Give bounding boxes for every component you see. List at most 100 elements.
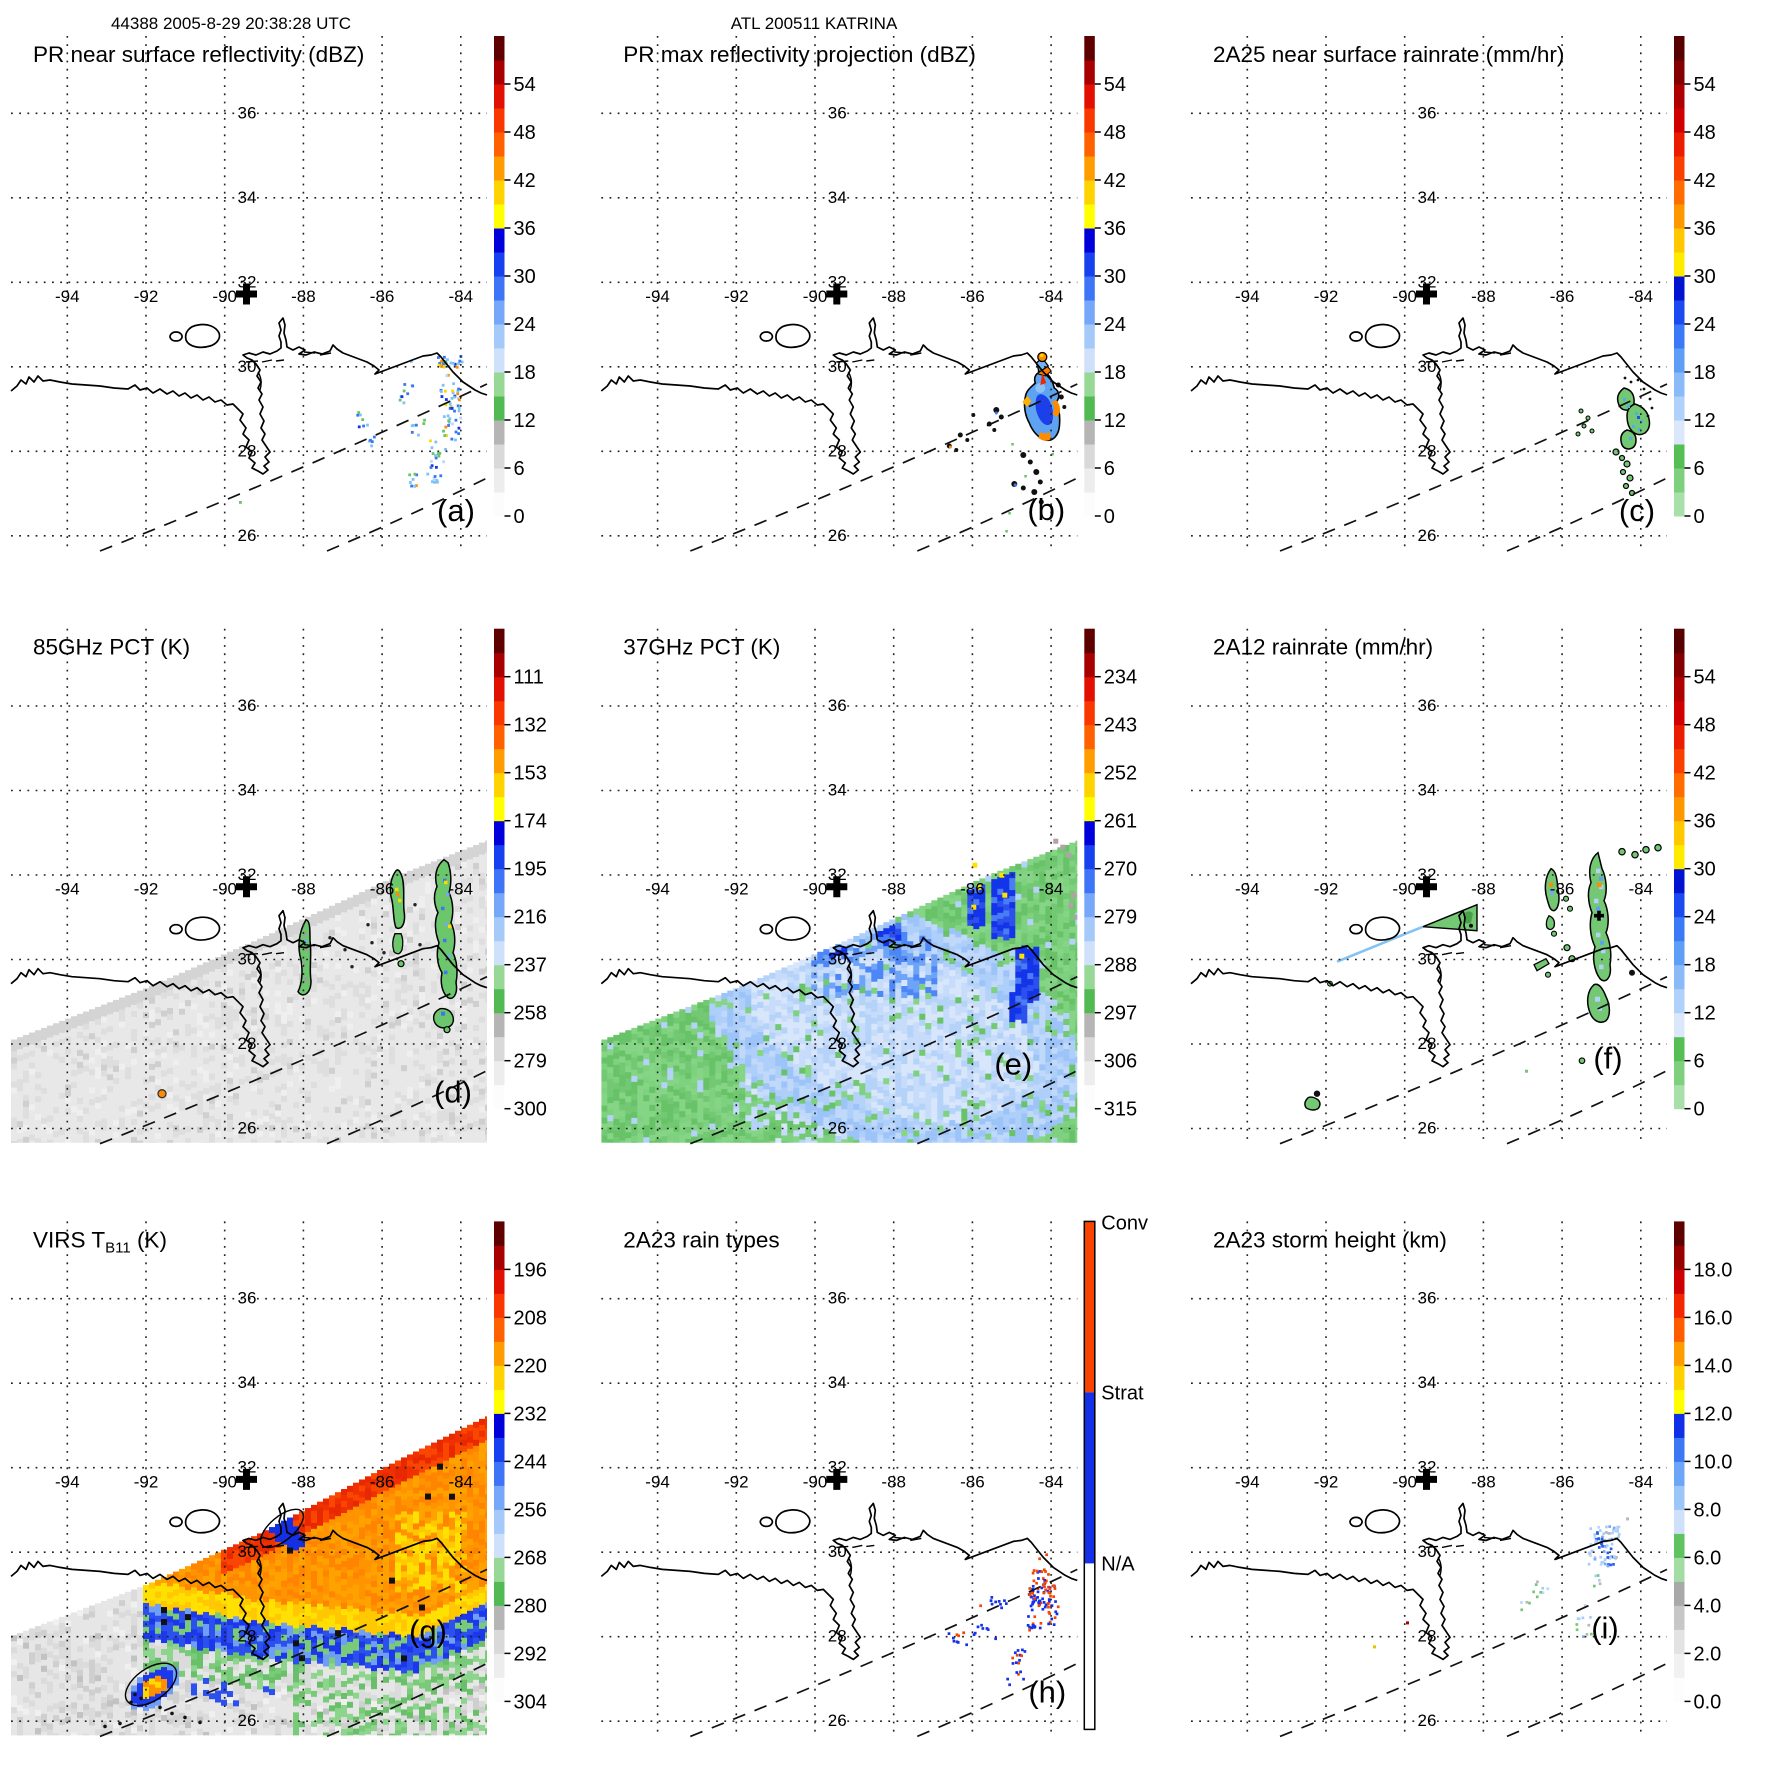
lon-label: -94 bbox=[645, 287, 670, 306]
lon-label: -92 bbox=[134, 287, 159, 306]
lat-label: 32 bbox=[828, 272, 847, 291]
lat-label: 26 bbox=[828, 1119, 847, 1138]
lat-label: 34 bbox=[238, 781, 257, 800]
colorbar-tick-label: 12.0 bbox=[1694, 1403, 1733, 1425]
lon-label: -90 bbox=[212, 1472, 237, 1491]
panel-corner-label: (c) bbox=[1619, 493, 1655, 528]
colorbar-tick-label: 0 bbox=[1104, 506, 1115, 528]
colorbar-tick-label: 261 bbox=[1104, 811, 1137, 833]
lat-label: 36 bbox=[1418, 103, 1437, 122]
colorbar-tick-label: 306 bbox=[1104, 1051, 1137, 1073]
lat-label: 32 bbox=[238, 272, 257, 291]
lon-label: -94 bbox=[1235, 287, 1260, 306]
panel-title: PR near surface reflectivity (dBZ) bbox=[33, 42, 364, 67]
colorbar-tick-label: 0 bbox=[1694, 506, 1705, 528]
lat-label: 36 bbox=[238, 1289, 257, 1308]
colorbar-tick-label: 30 bbox=[1694, 266, 1716, 288]
panel-title: 85GHz PCT (K) bbox=[33, 635, 190, 660]
colorbar-tick-label: 6 bbox=[1694, 1051, 1705, 1073]
colorbar-tick-label: 12 bbox=[1694, 410, 1716, 432]
pr-swath-edge-right bbox=[1507, 1071, 1667, 1144]
lon-label: -92 bbox=[1314, 880, 1339, 899]
colorbar-tick-label: 18.0 bbox=[1694, 1259, 1733, 1281]
lon-label: -92 bbox=[1314, 1472, 1339, 1491]
colorbar-tick-label: 54 bbox=[1694, 74, 1716, 96]
lon-label: -86 bbox=[1550, 880, 1575, 899]
colorbar-tick-label: 12 bbox=[1104, 410, 1126, 432]
lon-label: -88 bbox=[291, 1472, 316, 1491]
colorbar-tick-label: 234 bbox=[1104, 667, 1137, 689]
lat-label: 26 bbox=[828, 526, 847, 545]
lon-label: -92 bbox=[724, 287, 749, 306]
lat-label: 26 bbox=[238, 526, 257, 545]
lat-label: 30 bbox=[828, 357, 847, 376]
lon-label: -86 bbox=[960, 1472, 985, 1491]
lon-label: -94 bbox=[55, 880, 80, 899]
pr-swath-edge-left bbox=[690, 384, 1077, 551]
colorbar-tick-label: 54 bbox=[1104, 74, 1126, 96]
lon-label: -92 bbox=[134, 880, 159, 899]
rainrate-patches bbox=[1576, 377, 1653, 496]
panel-title: 2A25 near surface rainrate (mm/hr) bbox=[1213, 42, 1564, 67]
lat-label: 36 bbox=[1418, 696, 1437, 715]
lon-label: -86 bbox=[960, 287, 985, 306]
colorbar-tick-label: 315 bbox=[1104, 1099, 1137, 1121]
lat-label: 36 bbox=[828, 696, 847, 715]
colorbar-tick-label: 30 bbox=[1694, 859, 1716, 881]
colorbar-tick-label: 196 bbox=[514, 1259, 547, 1281]
lat-label: 32 bbox=[1418, 1458, 1437, 1477]
colorbar-tick-label: 279 bbox=[1104, 907, 1137, 929]
lat-label: 34 bbox=[1418, 781, 1437, 800]
lat-label: 30 bbox=[238, 1542, 257, 1561]
lon-label: -90 bbox=[212, 880, 237, 899]
lon-label: -86 bbox=[1550, 1472, 1575, 1491]
lon-label: -90 bbox=[803, 1472, 828, 1491]
lat-label: 34 bbox=[828, 781, 847, 800]
lat-label: 32 bbox=[238, 865, 257, 884]
lon-label: -90 bbox=[803, 880, 828, 899]
colorbar-tick-label: 297 bbox=[1104, 1003, 1137, 1025]
storm-header: ATL 200511 KATRINA bbox=[731, 14, 898, 33]
lat-label: 26 bbox=[1418, 526, 1437, 545]
lon-label: -92 bbox=[724, 880, 749, 899]
panel-corner-label: (d) bbox=[434, 1075, 472, 1110]
colorbar-tick-label: 174 bbox=[514, 811, 547, 833]
lon-label: -88 bbox=[1471, 1472, 1496, 1491]
lon-label: -90 bbox=[1392, 880, 1417, 899]
lat-label: 28 bbox=[828, 441, 847, 460]
colorbar-tick-label: 6 bbox=[1694, 458, 1705, 480]
lat-label: 28 bbox=[828, 1627, 847, 1646]
lon-label: -94 bbox=[1235, 1472, 1260, 1491]
lat-label: 30 bbox=[1418, 1542, 1437, 1561]
lon-label: -84 bbox=[1039, 1472, 1064, 1491]
lat-label: 26 bbox=[1418, 1119, 1437, 1138]
lat-label: 34 bbox=[1418, 188, 1437, 207]
colorbar-tick-label: 280 bbox=[514, 1595, 547, 1617]
lat-label: 26 bbox=[1418, 1711, 1437, 1730]
lon-label: -84 bbox=[449, 880, 474, 899]
lat-label: 28 bbox=[1418, 1627, 1437, 1646]
lon-label: -84 bbox=[449, 1472, 474, 1491]
colorbar-tick-label: 12 bbox=[1694, 1003, 1716, 1025]
panel-corner-label: (g) bbox=[409, 1613, 447, 1648]
lon-label: -92 bbox=[1314, 287, 1339, 306]
colorbar-category-label: N/A bbox=[1101, 1553, 1135, 1575]
colorbar-tick-label: 153 bbox=[514, 763, 547, 785]
colorbar-tick-label: 36 bbox=[1694, 218, 1716, 240]
lat-label: 34 bbox=[238, 188, 257, 207]
colorbar-tick-label: 244 bbox=[514, 1451, 547, 1473]
lat-label: 30 bbox=[238, 950, 257, 969]
lon-label: -86 bbox=[370, 880, 395, 899]
colorbar-tick-label: 54 bbox=[1694, 667, 1716, 689]
colorbar-tick-label: 300 bbox=[514, 1099, 547, 1121]
lon-label: -94 bbox=[55, 1472, 80, 1491]
colorbar-tick-label: 279 bbox=[514, 1051, 547, 1073]
lat-label: 34 bbox=[238, 1373, 257, 1392]
